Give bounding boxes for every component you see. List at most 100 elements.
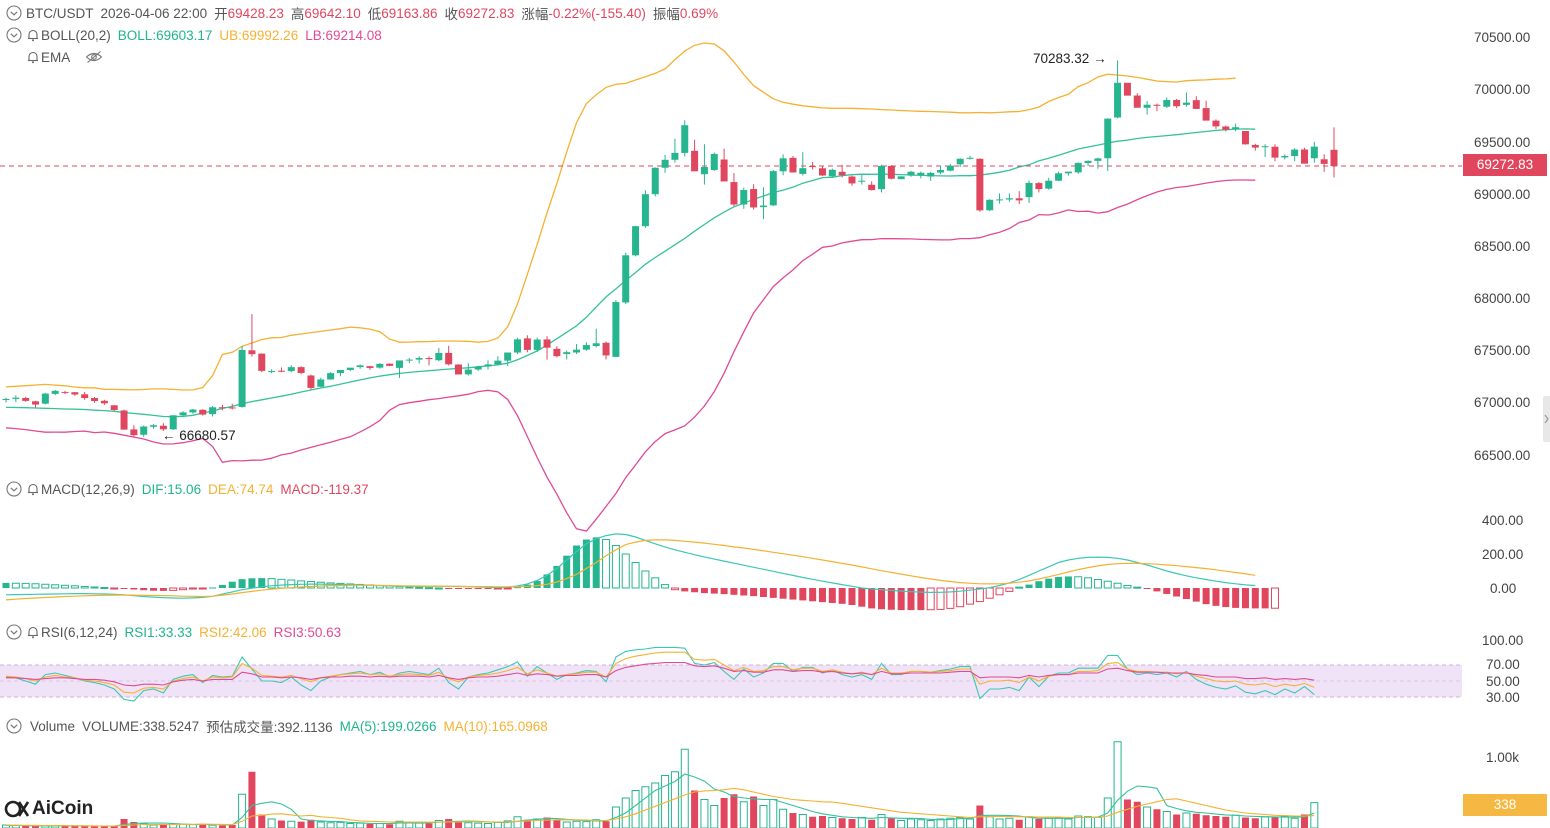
macd-histogram-bar [936, 587, 945, 610]
candle-body [100, 400, 108, 404]
boll-lb-value: LB:69214.08 [305, 27, 382, 43]
candle-body [1202, 108, 1210, 121]
macd-histogram-bar [1192, 588, 1200, 602]
macd-histogram-bar [877, 588, 885, 610]
volume-bar [81, 826, 89, 828]
macd-histogram-bar [493, 587, 502, 590]
macd-histogram-bar [700, 588, 708, 594]
volume-bar [1222, 816, 1230, 828]
rsi-axis-label: 30.00 [1486, 690, 1520, 705]
macd-histogram-bar [750, 588, 758, 597]
right-panel-handle[interactable] [1543, 396, 1550, 442]
collapse-toggle-icon[interactable] [6, 624, 22, 640]
macd-histogram-bar [1093, 579, 1102, 589]
candle-body [366, 366, 374, 368]
volume-bar [100, 826, 108, 828]
candle-body [159, 425, 167, 430]
volume-bar [208, 824, 217, 828]
macd-histogram-bar [41, 583, 50, 589]
volume-ma10-line [5, 787, 1315, 827]
volume-bar [1035, 819, 1043, 828]
candle-body [651, 167, 659, 195]
volume-bar [120, 819, 128, 828]
candle-body [1045, 180, 1053, 189]
macd-histogram-bar [405, 586, 414, 589]
ema-indicator-name[interactable]: EMA [41, 49, 71, 65]
collapse-toggle-icon[interactable] [6, 718, 22, 734]
volume-bar [307, 819, 315, 828]
volume-bar [405, 822, 414, 828]
macd-histogram-bar [966, 587, 975, 605]
left-arrow-icon: ← [162, 428, 180, 443]
candle-body [986, 199, 994, 211]
macd-histogram-bar [228, 581, 236, 588]
candle-body [110, 405, 118, 410]
visibility-hidden-icon[interactable] [85, 50, 103, 64]
candle-body [622, 255, 630, 303]
candle-body [897, 176, 905, 180]
alert-bell-icon[interactable] [26, 50, 40, 64]
price-axis-label: 68000.00 [1474, 291, 1531, 306]
macd-histogram-bar [464, 588, 472, 589]
candle-body [1074, 162, 1082, 173]
macd-histogram-bar [1251, 588, 1259, 609]
volume-bar [680, 748, 689, 828]
candle-body [573, 349, 581, 353]
open-label: 开 [214, 7, 228, 22]
candle-body [120, 410, 128, 430]
collapse-toggle-icon[interactable] [6, 5, 22, 21]
macd-histogram-bar [789, 588, 797, 600]
volume-bar [1084, 816, 1093, 828]
candle-body [228, 407, 236, 409]
volume-bar [395, 820, 404, 828]
candle-body [730, 182, 738, 205]
volume-bar [1202, 815, 1210, 828]
macd-histogram-bar [533, 580, 541, 588]
volume-bar [287, 820, 296, 828]
candle-body [563, 352, 571, 354]
change-value: -0.22%(-155.40) [548, 5, 646, 21]
volume-bar [238, 793, 247, 828]
macd-histogram-bar [1084, 577, 1093, 589]
candle-body [1261, 146, 1269, 148]
candle-body [1182, 102, 1190, 105]
alert-bell-icon[interactable] [26, 28, 40, 42]
rsi-indicator-name[interactable]: RSI(6,12,24) [41, 624, 118, 640]
collapse-toggle-icon[interactable] [6, 481, 22, 497]
macd-histogram-bar [484, 588, 492, 590]
candle-body [61, 392, 69, 394]
current-volume-tag: 338 [1463, 794, 1547, 816]
volume-bar [2, 824, 10, 828]
macd-histogram-bar [258, 578, 266, 588]
macd-histogram-bar [740, 588, 748, 596]
boll-ub-value: UB:69992.26 [219, 27, 299, 43]
boll-mid-value: BOLL:69603.17 [117, 27, 213, 43]
boll-indicator-name[interactable]: BOLL(20,2) [41, 27, 111, 43]
collapse-toggle-icon[interactable] [6, 27, 22, 43]
volume-bar [1241, 817, 1249, 828]
volume-bar [1280, 815, 1289, 828]
estimated-volume-value: 预估成交量:392.1136 [206, 720, 333, 735]
amplitude-label: 振幅 [652, 7, 680, 22]
candle-body [464, 369, 472, 375]
candle-body [1232, 127, 1240, 130]
macd-histogram-bar [1182, 588, 1190, 600]
candle-body [41, 393, 49, 404]
volume-indicator-name[interactable]: Volume [30, 718, 76, 734]
price-axis-label: 69000.00 [1474, 187, 1531, 202]
alert-bell-icon[interactable] [26, 482, 40, 496]
macd-histogram-bar [759, 588, 767, 598]
macd-histogram-bar [769, 588, 777, 598]
volume-bar [386, 824, 394, 828]
macd-indicator-name[interactable]: MACD(12,26,9) [41, 481, 135, 497]
candle-body [1055, 173, 1063, 181]
rsi-axis-label: 50.00 [1486, 674, 1520, 689]
candle-body [307, 375, 315, 388]
volume-bar [1064, 818, 1073, 828]
alert-bell-icon[interactable] [26, 625, 40, 639]
volume-bar [936, 818, 945, 828]
macd-histogram-bar [1005, 587, 1014, 592]
candle-body [720, 159, 728, 182]
current-price-tag: 69272.83 [1463, 154, 1547, 176]
